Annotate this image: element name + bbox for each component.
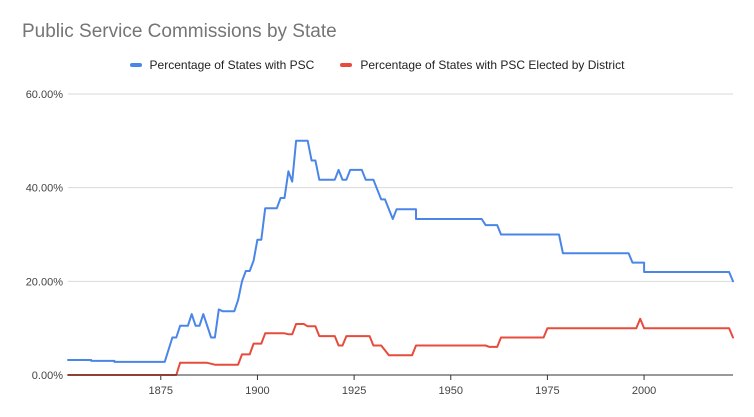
y-tick-label: 40.00% — [26, 183, 64, 195]
x-tick-label: 1900 — [245, 385, 269, 397]
y-axis-ticks: 0.00% 20.00% 40.00% 60.00% — [26, 89, 64, 382]
x-axis-ticks: 1875 1900 1925 1950 1975 2000 — [149, 375, 656, 397]
legend-label-psc-district: Percentage of States with PSC Elected by… — [360, 58, 625, 72]
x-tick-label: 1975 — [535, 385, 559, 397]
legend-item-psc[interactable]: Percentage of States with PSC — [129, 58, 315, 72]
legend-swatch-psc-district — [340, 63, 353, 67]
x-tick-label: 1925 — [342, 385, 366, 397]
legend-label-psc: Percentage of States with PSC — [149, 58, 315, 72]
series-lines — [67, 139, 734, 376]
y-tick-label: 60.00% — [26, 89, 64, 101]
x-tick-label: 1950 — [439, 385, 463, 397]
chart-title: Public Service Commissions by State — [22, 21, 337, 42]
legend-swatch-psc — [129, 63, 142, 67]
series-line-psc[interactable] — [67, 139, 734, 363]
series-line-psc-district[interactable] — [67, 317, 734, 376]
x-tick-label: 1875 — [149, 385, 173, 397]
legend-item-psc-district[interactable]: Percentage of States with PSC Elected by… — [340, 58, 624, 72]
y-tick-label: 0.00% — [32, 370, 63, 382]
legend: Percentage of States with PSC Percentage… — [0, 58, 754, 72]
x-tick-label: 2000 — [632, 385, 656, 397]
y-tick-label: 20.00% — [26, 276, 64, 288]
gridlines — [68, 93, 733, 282]
